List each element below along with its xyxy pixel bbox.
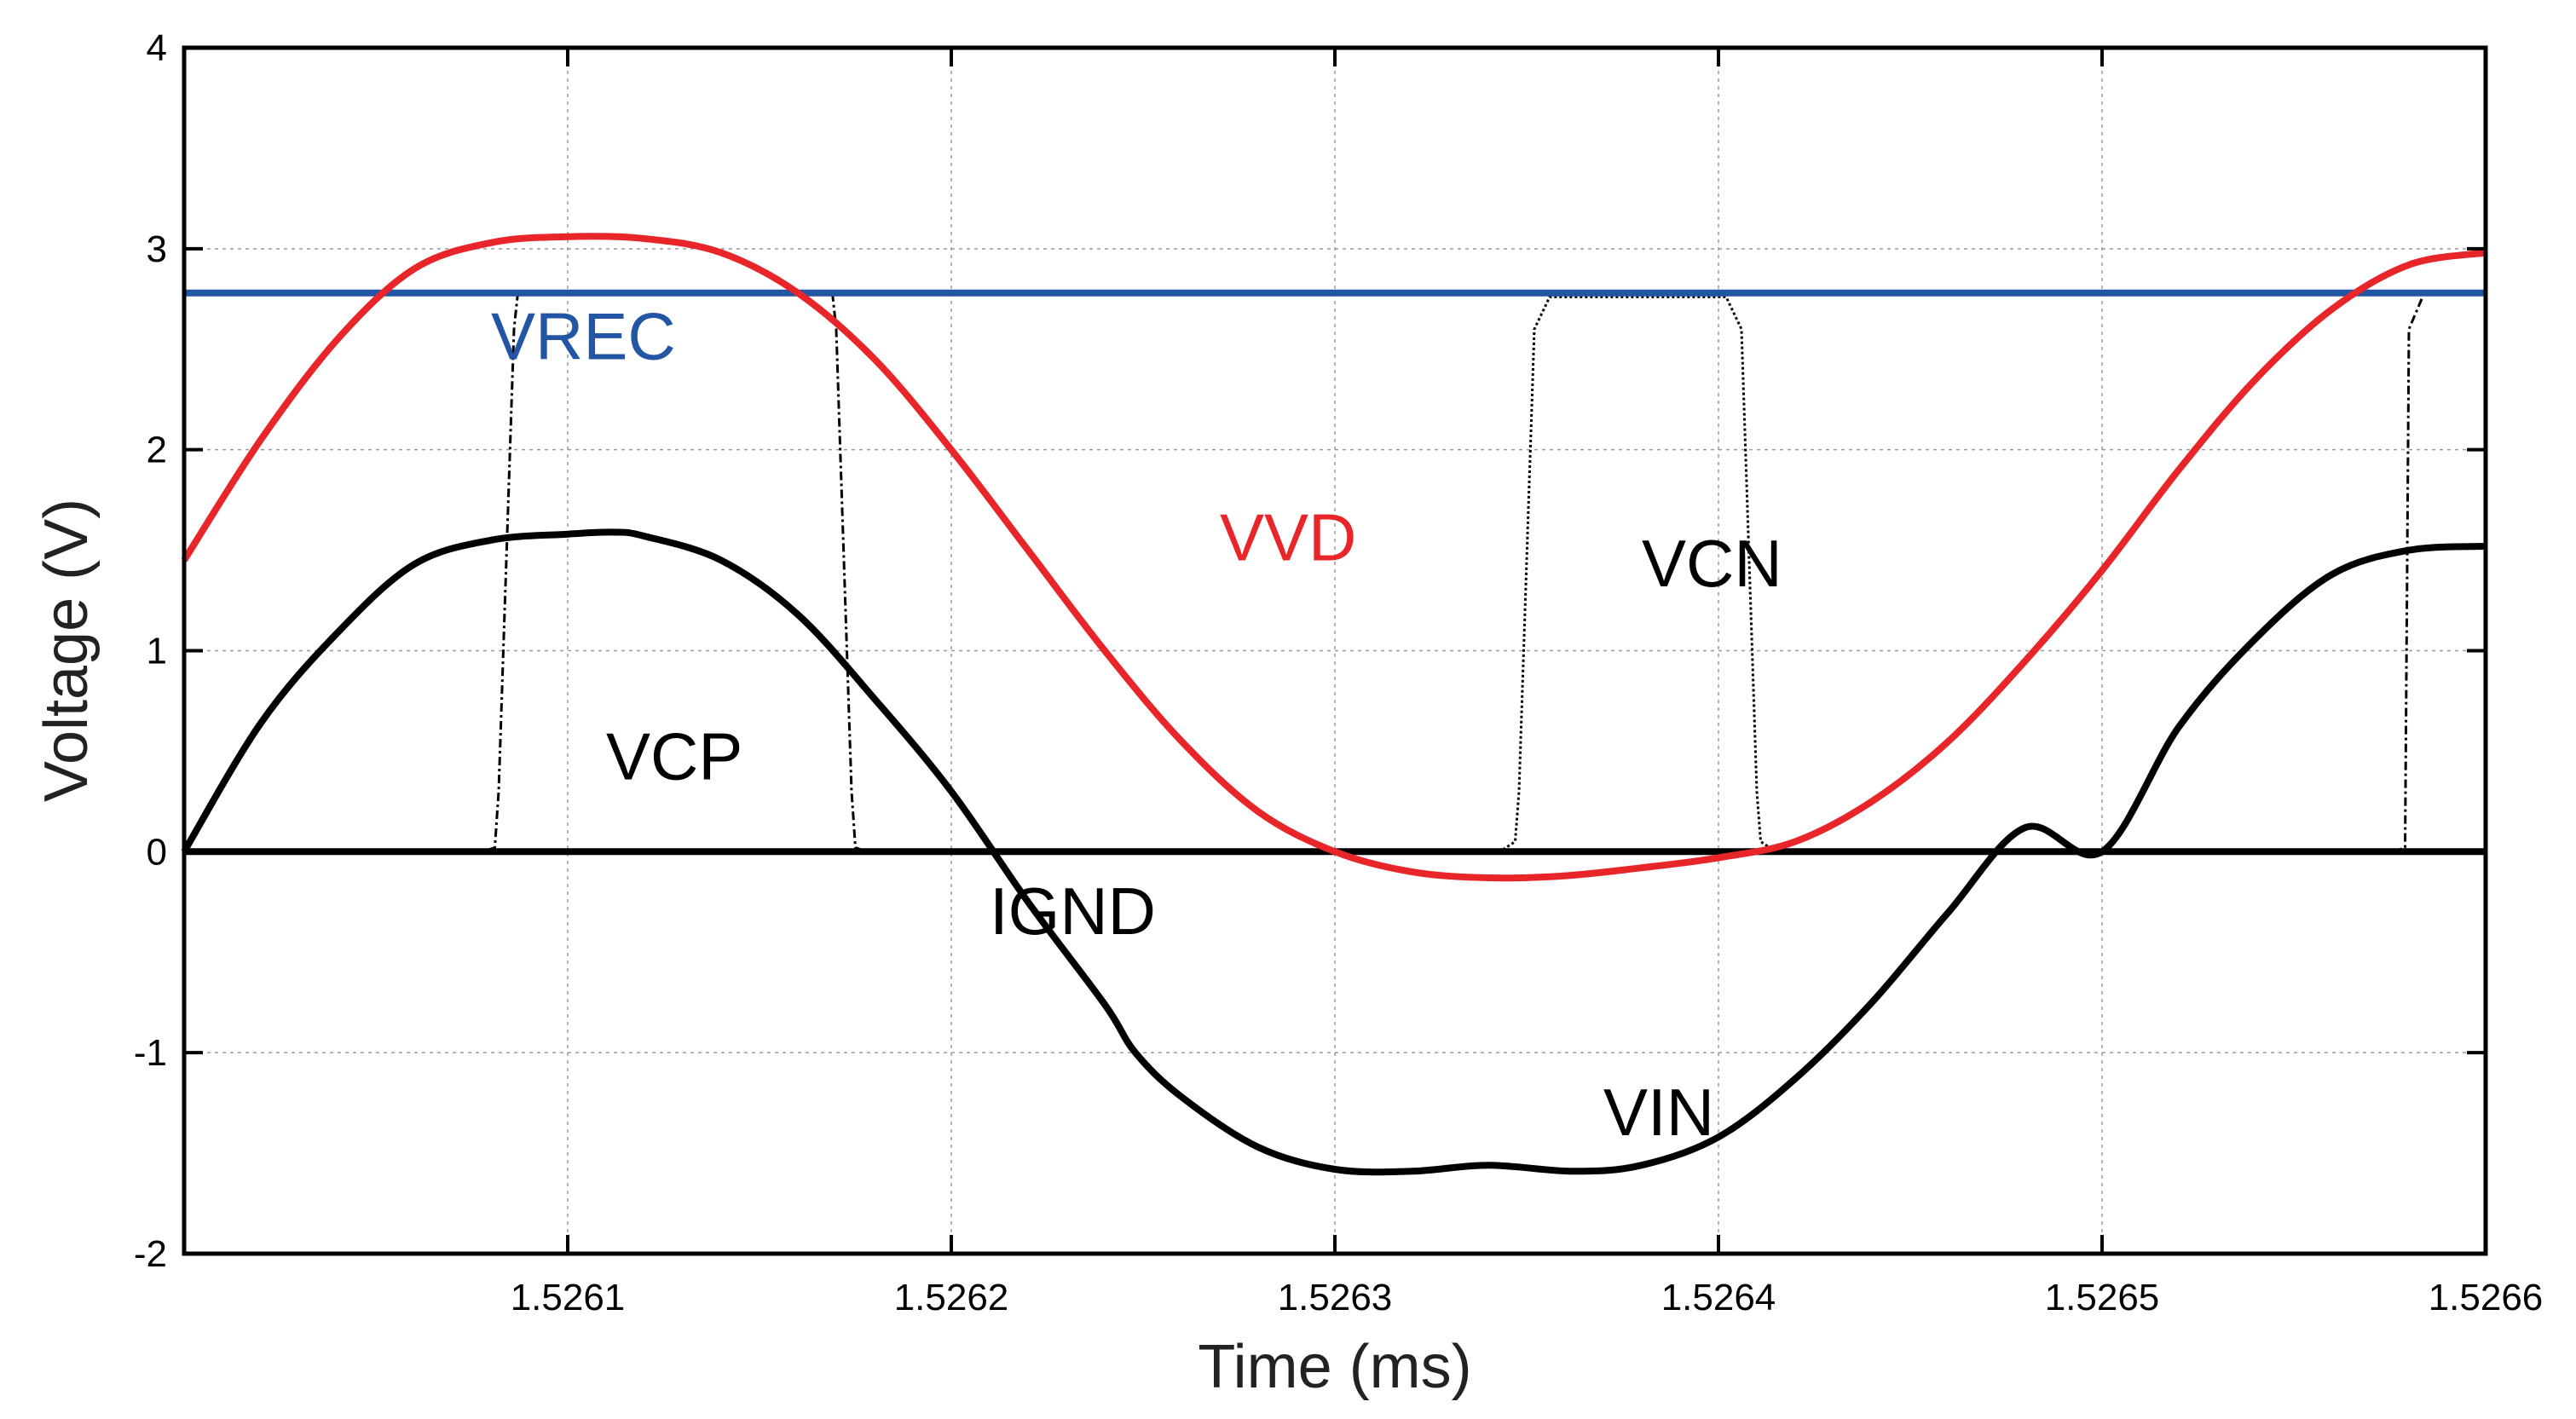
x-tick-label: 1.5261 [511,1277,626,1318]
x-axis-title: Time (ms) [1198,1333,1471,1401]
series-vcn-line [184,295,2486,853]
series-vin-line [181,528,2486,1176]
annotation-vin: VIN [1603,1075,1714,1150]
y-tick-label: 3 [147,228,167,270]
series-vcp-line [184,291,2429,853]
annotation-vrec: VREC [491,299,676,374]
y-tick-label: -1 [134,1032,167,1074]
series-layer [181,233,2486,1176]
y-axis-title: Voltage (V) [32,499,101,802]
series-vvd-line [181,233,2486,882]
y-tick-label: 4 [147,27,167,69]
annotations: VREC VVD VCN VCP IGND VIN [491,299,1782,1150]
x-tick-label: 1.5263 [1278,1277,1393,1318]
y-tick-label: 0 [147,831,167,873]
x-tick-label: 1.5265 [2045,1277,2160,1318]
annotation-ignd: IGND [990,874,1156,949]
tick-labels: 1.5261 1.5262 1.5263 1.5264 1.5265 1.5266 -2 -1… [134,27,2543,1318]
y-tick-label: 2 [147,430,167,471]
tick-marks [184,46,2487,1255]
x-tick-label: 1.5264 [1661,1277,1776,1318]
x-tick-label: 1.5262 [894,1277,1009,1318]
annotation-vcn: VCN [1642,526,1782,601]
grid-lines [184,48,2486,1254]
annotation-vvd: VVD [1220,499,1356,574]
annotation-vcp: VCP [606,718,742,793]
x-tick-label: 1.5266 [2429,1277,2544,1318]
y-tick-label: 1 [147,631,167,672]
y-tick-label: -2 [134,1233,167,1275]
